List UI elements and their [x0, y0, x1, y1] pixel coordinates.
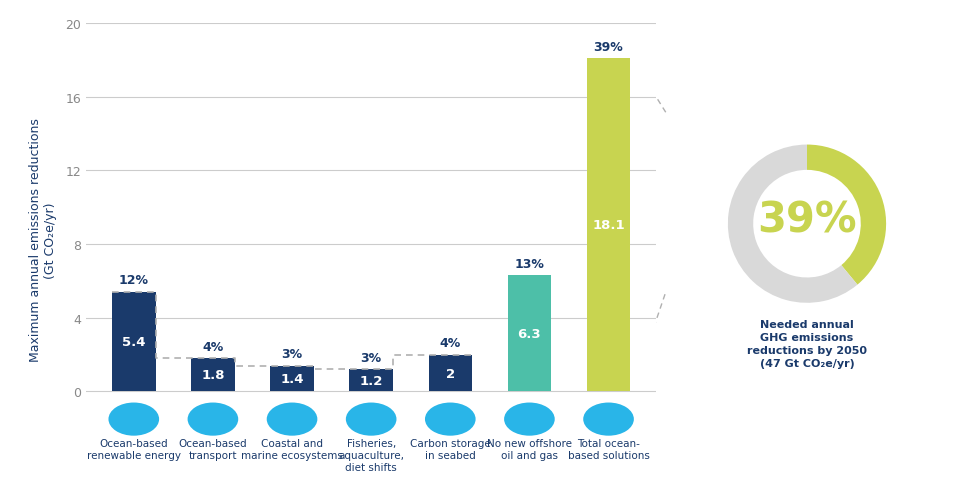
Text: Total ocean-
based solutions: Total ocean- based solutions — [568, 439, 649, 460]
Text: 2: 2 — [446, 367, 455, 380]
Text: 13%: 13% — [514, 257, 545, 270]
Wedge shape — [807, 145, 886, 285]
Text: 39%: 39% — [594, 40, 623, 53]
Text: 3%: 3% — [361, 351, 382, 364]
Bar — [270, 366, 314, 392]
Text: Coastal and
marine ecosystems: Coastal and marine ecosystems — [241, 439, 343, 460]
Ellipse shape — [346, 403, 396, 436]
Text: Needed annual
GHG emissions
reductions by 2050
(47 Gt CO₂e/yr): Needed annual GHG emissions reductions b… — [747, 319, 867, 369]
Wedge shape — [728, 145, 857, 303]
Text: 39%: 39% — [758, 199, 856, 241]
Text: 3%: 3% — [282, 348, 303, 360]
Text: 1.8: 1.8 — [201, 369, 224, 382]
Text: No new offshore
oil and gas: No new offshore oil and gas — [487, 439, 572, 460]
Text: 18.1: 18.1 — [593, 219, 625, 232]
Bar — [112, 292, 155, 392]
Ellipse shape — [108, 403, 159, 436]
Ellipse shape — [583, 403, 634, 436]
Text: 5.4: 5.4 — [122, 336, 146, 348]
Text: Carbon storage
in seabed: Carbon storage in seabed — [409, 439, 491, 460]
Text: 4%: 4% — [439, 336, 461, 349]
Text: Ocean-based
renewable energy: Ocean-based renewable energy — [86, 439, 181, 460]
Text: Ocean-based
transport: Ocean-based transport — [178, 439, 247, 460]
Ellipse shape — [188, 403, 238, 436]
Text: 6.3: 6.3 — [518, 327, 541, 340]
Bar — [507, 276, 551, 392]
Text: 12%: 12% — [119, 274, 149, 287]
Ellipse shape — [267, 403, 317, 436]
Text: 1.2: 1.2 — [360, 374, 383, 387]
Y-axis label: Maximum annual emissions reductions
(Gt CO₂e/yr): Maximum annual emissions reductions (Gt … — [29, 118, 58, 362]
Bar — [587, 59, 630, 392]
Bar — [429, 355, 472, 392]
Text: 4%: 4% — [202, 340, 223, 353]
Bar — [349, 370, 393, 392]
Bar — [191, 359, 235, 392]
Ellipse shape — [504, 403, 554, 436]
Text: 1.4: 1.4 — [280, 372, 304, 385]
Ellipse shape — [425, 403, 476, 436]
Text: Fisheries,
aquaculture,
diet shifts: Fisheries, aquaculture, diet shifts — [339, 439, 404, 472]
